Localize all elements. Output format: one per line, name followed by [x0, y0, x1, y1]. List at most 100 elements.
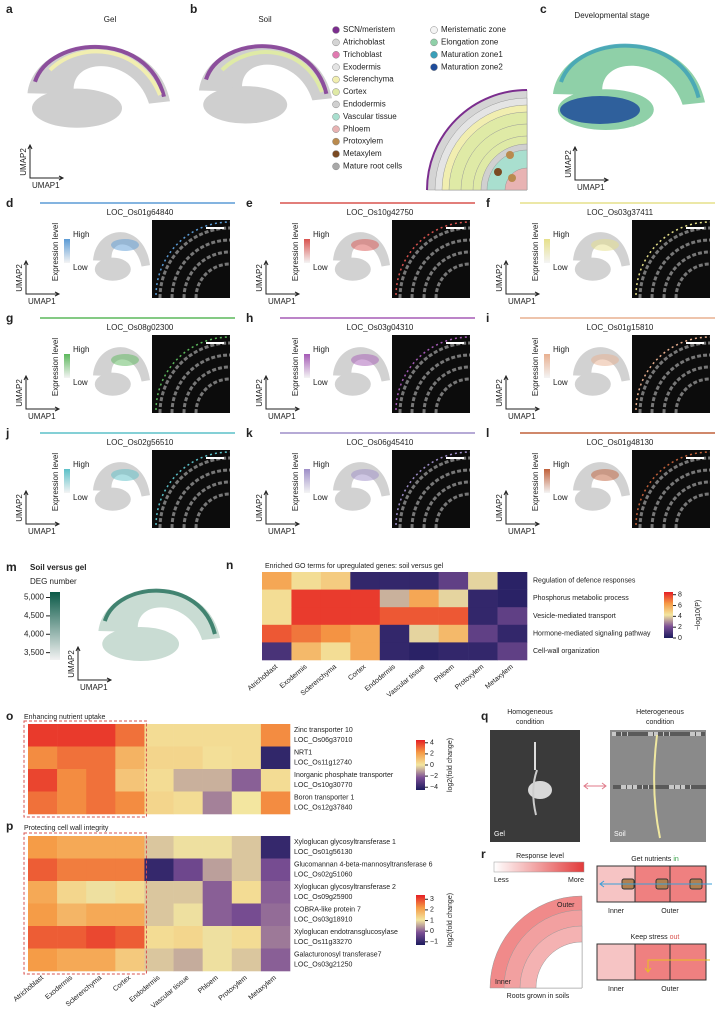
panel-letter: p [6, 819, 13, 833]
box-label: Outer [661, 986, 679, 993]
umap-axes [574, 148, 607, 181]
gene-name: LOC_Os03g37411 [587, 208, 654, 217]
colorbar-tick-label: 8 [678, 592, 682, 599]
soil-particle [613, 785, 618, 789]
panel-letter: a [6, 2, 13, 16]
colorbar-label: log2(fold change) [447, 893, 454, 947]
colorbar-label: Expression level [51, 453, 60, 511]
micrograph-signal [635, 336, 711, 411]
column-label: Phloem [433, 663, 456, 684]
soil-particle [654, 732, 659, 736]
heatmap-cell [57, 858, 87, 882]
panel-letter: l [486, 426, 489, 440]
heatmap-cell [173, 858, 203, 882]
umap-highlight [591, 354, 619, 366]
row-label: Boron transporter 1 [294, 795, 354, 802]
umap-highlight [591, 239, 619, 251]
soil-particle [690, 732, 695, 736]
soil-particle [659, 785, 664, 789]
micrograph [632, 335, 710, 413]
micrograph-cells [158, 341, 231, 414]
colorbar-label: Expression level [531, 338, 540, 396]
row-label: COBRA-like protein 7 [294, 907, 361, 914]
micrograph-signal [395, 336, 471, 411]
heatmap-cell [86, 858, 116, 882]
soil-particle [669, 785, 674, 789]
heatmap-cell [438, 589, 469, 608]
colorbar-high: High [313, 460, 329, 469]
highlight-box [23, 720, 147, 818]
heatmap-cell [379, 589, 410, 608]
legend-label: Cortex [343, 87, 367, 96]
axis-label: UMAP1 [32, 181, 60, 190]
micrograph-signal [155, 221, 231, 296]
colorbar-high: High [73, 345, 89, 354]
heatmap-cell [202, 791, 233, 815]
heatmap-cell [231, 746, 262, 770]
axis-label: UMAP2 [255, 494, 264, 522]
colorbar-label: Expression level [291, 223, 300, 281]
soil-particle [696, 732, 701, 736]
heatmap-cell [231, 926, 262, 949]
colorbar [304, 469, 310, 493]
umap-plot [333, 232, 390, 267]
heatmap-cell [57, 724, 87, 747]
heatmap-cell [291, 624, 322, 643]
soil-particle [617, 785, 622, 789]
q-label: Heterogeneous [636, 709, 684, 716]
heatmap-cell [144, 791, 174, 815]
umap-plot [93, 462, 150, 497]
micrograph-cells [638, 341, 711, 414]
heatmap-cell [144, 769, 174, 792]
legend-label: Endodermis [343, 100, 386, 109]
axis-label: UMAP1 [28, 527, 56, 536]
soil-particle [632, 732, 637, 736]
micrograph-cells [422, 365, 471, 414]
axis-label: UMAP2 [255, 379, 264, 407]
heatmap-cell [86, 926, 116, 949]
heatmap-cell [260, 746, 291, 770]
panel-letter: d [6, 196, 13, 210]
heatmap-cell [115, 746, 145, 770]
micrograph-cells [662, 250, 711, 299]
flow-arrow [644, 959, 710, 973]
umap-axes [505, 492, 538, 525]
arrow [23, 374, 61, 412]
micrograph-cells [434, 492, 471, 529]
colorbar-tick-label: 2 [430, 751, 434, 758]
umap-cluster [48, 49, 162, 96]
column-label: Exodermis [44, 974, 74, 1001]
axis-label: UMAP2 [67, 650, 76, 678]
arrow [23, 489, 61, 527]
legend-label: Exodermis [343, 62, 381, 71]
soil-particle [648, 732, 653, 736]
column-label: Cortex [347, 663, 368, 682]
umap-plot [574, 257, 611, 281]
heatmap-cell [409, 642, 439, 661]
soil-particle [664, 732, 669, 736]
axis-label: UMAP1 [268, 297, 296, 306]
soil-particle [665, 785, 670, 789]
panel-letter: r [481, 847, 486, 861]
row-label: Xyloglucan glycosyltransferase 2 [294, 884, 396, 891]
column-label: Protoxylem [217, 974, 248, 1002]
legend-swatch [332, 51, 340, 59]
umap-cluster [204, 44, 329, 95]
heatmap-cell [468, 607, 498, 626]
heatmap-cell [202, 903, 233, 927]
umap-plot [94, 487, 131, 511]
heatmap-cell [320, 572, 351, 590]
seed [528, 781, 552, 799]
heatmap-cell [202, 836, 233, 859]
legend-label: Atrichoblast [343, 38, 386, 47]
axis-label: UMAP2 [15, 494, 24, 522]
heatmap-cell [231, 903, 262, 927]
legend-swatch [332, 100, 340, 109]
micrograph-cells [662, 365, 711, 414]
photo-label: Soil [614, 831, 626, 838]
panel-letter: c [540, 2, 547, 16]
q-label: condition [516, 719, 544, 726]
axis-label: UMAP1 [508, 297, 536, 306]
root-section [504, 167, 528, 191]
row-id: LOC_Os01g56130 [294, 849, 352, 856]
